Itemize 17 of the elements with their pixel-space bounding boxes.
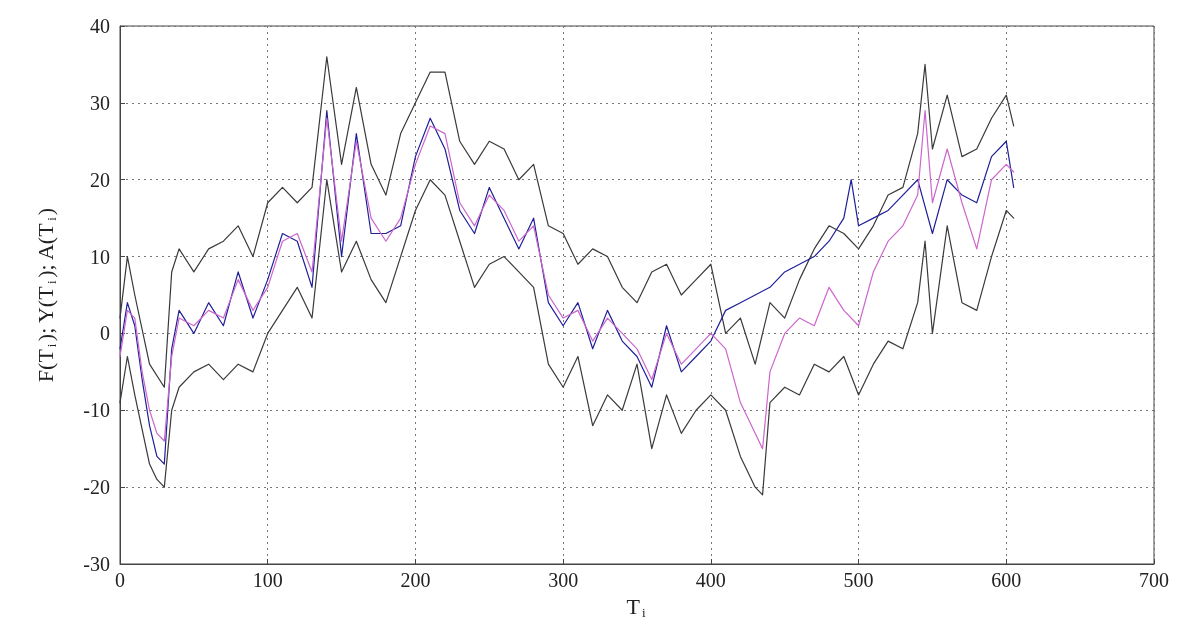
x-tick-label: 200 — [400, 569, 431, 591]
y-tick-label: -30 — [83, 553, 110, 575]
y-tick-label: -20 — [83, 476, 110, 499]
y-tick-label: 40 — [90, 15, 110, 37]
y-axis-title: F(Ti); Y(Ti); A(Ti) — [33, 207, 59, 383]
x-tick-label: 300 — [548, 569, 579, 591]
x-tick-label: 100 — [252, 569, 283, 591]
x-tick-label: 700 — [1139, 569, 1169, 591]
y-tick-label: -10 — [83, 399, 110, 422]
x-tick-label: 600 — [991, 569, 1022, 591]
x-tick-label: 400 — [695, 569, 726, 591]
y-tick-label: 20 — [90, 168, 110, 191]
y-tick-label: 0 — [100, 322, 110, 345]
y-tick-label: 30 — [90, 91, 110, 114]
x-tick-label: 0 — [115, 569, 125, 591]
y-tick-label: 10 — [90, 245, 110, 268]
x-tick-label: 500 — [843, 569, 874, 591]
